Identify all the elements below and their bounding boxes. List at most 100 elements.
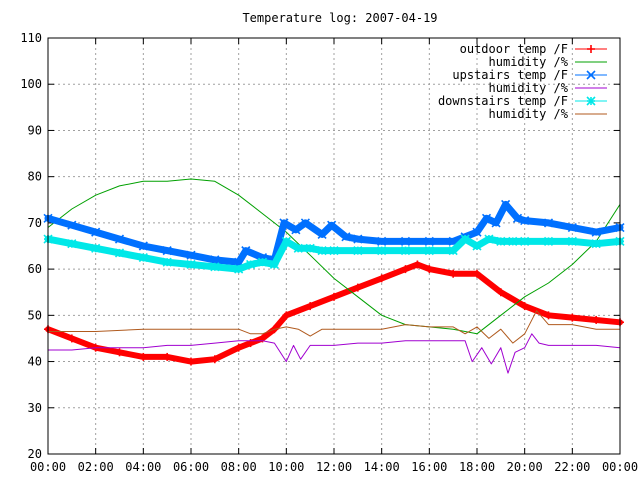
data-point [234, 264, 244, 274]
series-line [45, 261, 623, 365]
data-point [400, 246, 411, 256]
data-point [425, 265, 434, 274]
data-point [567, 236, 577, 246]
data-point [543, 236, 554, 246]
data-point [473, 269, 481, 278]
legend-label: upstairs temp /F [452, 68, 568, 82]
data-point [567, 222, 577, 233]
data-point [481, 213, 492, 223]
x-tick-label: 12:00 [316, 460, 352, 474]
plot-frame [47, 37, 621, 455]
y-tick-label: 70 [28, 216, 42, 230]
x-tick-label: 02:00 [78, 460, 114, 474]
data-point [91, 227, 101, 237]
series-line [47, 310, 621, 344]
data-point [305, 243, 315, 253]
data-point [591, 227, 601, 237]
legend-label: downstairs temp /F [438, 94, 568, 108]
data-point [508, 236, 518, 246]
data-point [300, 218, 310, 228]
data-point [114, 248, 125, 258]
data-point [401, 265, 410, 274]
data-point [91, 243, 101, 253]
legend-label: humidity /% [489, 55, 569, 69]
data-point [449, 269, 458, 278]
data-point [139, 352, 148, 361]
data-point [424, 246, 434, 256]
data-point [138, 241, 148, 251]
data-point [138, 252, 148, 263]
data-point [460, 234, 470, 244]
series-3 [47, 333, 621, 374]
data-point [329, 246, 339, 256]
data-point [210, 355, 219, 364]
data-point [186, 259, 196, 270]
data-point [257, 257, 268, 267]
data-point [413, 260, 422, 269]
legend-label: outdoor temp /F [460, 42, 568, 56]
data-point [330, 292, 338, 301]
axis-ticks: 20 30 40 50 60 70 80 90 100 110 00:00 02:00 04:00 06:… [20, 31, 638, 474]
data-point [114, 234, 125, 244]
data-point [317, 246, 327, 256]
data-point [424, 236, 434, 246]
legend-marker [586, 96, 596, 106]
data-point [400, 236, 411, 246]
y-tick-label: 30 [28, 401, 42, 415]
data-point [210, 262, 220, 272]
legend-label: humidity /% [489, 107, 569, 121]
y-tick-label: 20 [28, 447, 42, 461]
y-tick-label: 100 [20, 77, 42, 91]
data-point [520, 236, 530, 246]
x-tick-label: 14:00 [364, 460, 400, 474]
data-point [269, 259, 279, 270]
y-tick-label: 80 [28, 170, 42, 184]
y-tick-label: 50 [28, 308, 42, 322]
data-point [377, 274, 386, 283]
data-point [543, 218, 554, 228]
data-point [317, 229, 327, 240]
data-point [281, 236, 291, 246]
data-point [484, 234, 494, 244]
data-point [67, 220, 77, 230]
data-point [520, 302, 529, 311]
y-tick-label: 90 [28, 123, 42, 137]
series-1 [47, 178, 621, 335]
series-line [44, 200, 624, 266]
y-tick-label: 110 [20, 31, 42, 45]
data-point [67, 239, 77, 249]
data-point [67, 334, 76, 343]
data-point [187, 357, 195, 366]
data-series [43, 178, 625, 374]
data-point [341, 232, 351, 242]
data-point [353, 283, 362, 292]
data-point [279, 218, 289, 228]
data-point [115, 348, 124, 357]
data-point [210, 255, 220, 265]
data-point [472, 241, 482, 251]
data-point [472, 227, 482, 237]
x-tick-label: 04:00 [125, 460, 161, 474]
data-point [186, 250, 196, 260]
data-point [568, 313, 577, 322]
x-tick-label: 20:00 [507, 460, 543, 474]
data-point [512, 213, 523, 223]
data-point [241, 246, 251, 256]
x-tick-label: 10:00 [268, 460, 304, 474]
x-tick-label: 06:00 [173, 460, 209, 474]
data-point [496, 288, 505, 297]
legend-marker [586, 70, 596, 80]
data-point [327, 220, 337, 230]
data-point [448, 246, 458, 256]
series-line [47, 333, 621, 374]
series-5 [47, 310, 621, 344]
legend-marker [587, 45, 595, 53]
data-point [501, 199, 511, 209]
data-point [162, 246, 172, 256]
data-point [162, 257, 172, 267]
data-point [520, 216, 530, 226]
data-point [293, 243, 303, 253]
data-point [377, 236, 387, 246]
